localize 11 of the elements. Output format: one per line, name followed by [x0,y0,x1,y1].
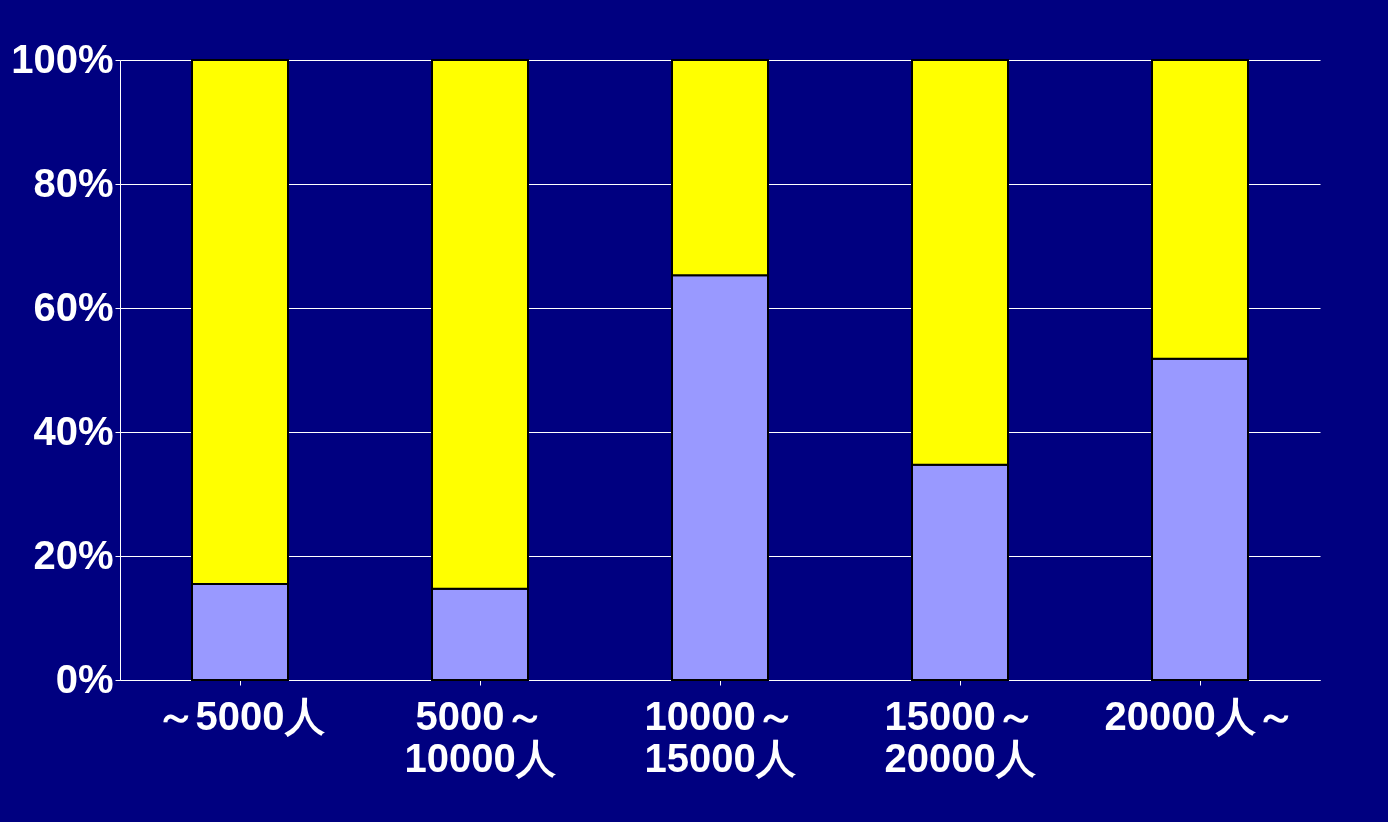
x-tick-label: ～5000人 [155,693,326,738]
x-tick-label: 5000～ 10000人 [404,693,557,780]
x-tick-label: 20000人～ [1104,693,1296,738]
y-tick-label: 0% [55,656,114,701]
y-tick-label: 20% [33,532,114,577]
y-tick-label: 40% [33,408,114,453]
y-tick-label: 60% [33,284,114,329]
x-tick-label: 10000～ 15000人 [644,693,797,780]
y-tick-label: 100% [11,36,114,81]
y-tick-label: 80% [33,160,114,205]
x-tick-label: 15000～ 20000人 [884,693,1037,780]
